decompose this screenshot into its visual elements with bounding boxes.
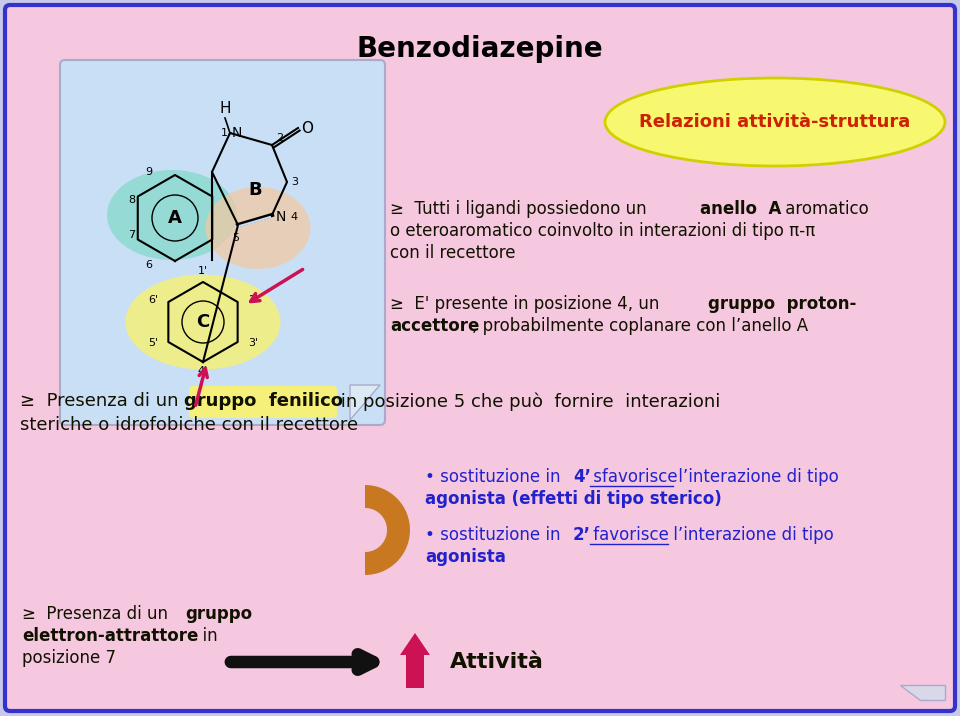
Text: A: A — [168, 209, 182, 227]
Text: Relazioni attività-struttura: Relazioni attività-struttura — [639, 113, 911, 131]
Text: l’interazione di tipo: l’interazione di tipo — [668, 526, 833, 544]
Text: gruppo: gruppo — [185, 605, 252, 623]
Text: ≥  E' presente in posizione 4, un: ≥ E' presente in posizione 4, un — [390, 295, 664, 313]
Ellipse shape — [605, 78, 945, 166]
Text: H: H — [219, 100, 230, 115]
Polygon shape — [900, 685, 945, 700]
Text: 4: 4 — [290, 212, 298, 222]
Text: steriche o idrofobiche con il recettore: steriche o idrofobiche con il recettore — [20, 416, 358, 434]
Text: 1': 1' — [198, 266, 208, 276]
Text: agonista: agonista — [425, 548, 506, 566]
Text: 5': 5' — [148, 338, 158, 348]
Text: con il recettore: con il recettore — [390, 244, 516, 262]
Text: N: N — [276, 210, 286, 224]
Text: l’interazione di tipo: l’interazione di tipo — [673, 468, 839, 486]
Text: O: O — [301, 120, 313, 135]
Text: 2': 2' — [248, 295, 258, 305]
Ellipse shape — [107, 170, 237, 260]
Text: 6: 6 — [145, 260, 152, 270]
Text: 5: 5 — [232, 233, 239, 243]
Text: 4': 4' — [198, 366, 208, 376]
Text: 7: 7 — [128, 230, 135, 240]
Text: gruppo  fenilico: gruppo fenilico — [183, 392, 343, 410]
Text: 1: 1 — [221, 128, 228, 138]
FancyArrow shape — [400, 633, 430, 688]
Text: aromatico: aromatico — [780, 200, 869, 218]
Text: B: B — [249, 181, 262, 199]
Text: 3': 3' — [248, 338, 258, 348]
Text: favorisce: favorisce — [588, 526, 669, 544]
Text: Benzodiazepine: Benzodiazepine — [357, 35, 603, 63]
Text: accettore: accettore — [390, 317, 479, 335]
Text: agonista (effetti di tipo sterico): agonista (effetti di tipo sterico) — [425, 490, 722, 508]
Text: Attività: Attività — [450, 652, 544, 672]
FancyBboxPatch shape — [5, 5, 955, 711]
Polygon shape — [350, 385, 380, 420]
Text: in: in — [192, 627, 218, 645]
Text: 9: 9 — [145, 167, 152, 177]
Text: • sostituzione in: • sostituzione in — [425, 468, 565, 486]
Text: sfavorisce: sfavorisce — [588, 468, 678, 486]
Text: 4’: 4’ — [573, 468, 591, 486]
Polygon shape — [365, 485, 410, 575]
Text: elettron-attrattore: elettron-attrattore — [22, 627, 199, 645]
Text: 2: 2 — [276, 133, 283, 143]
Text: ≥  Tutti i ligandi possiedono un: ≥ Tutti i ligandi possiedono un — [390, 200, 652, 218]
Text: 3: 3 — [291, 177, 298, 187]
Text: 8: 8 — [128, 195, 135, 205]
Text: o eteroaromatico coinvolto in interazioni di tipo π-π: o eteroaromatico coinvolto in interazion… — [390, 222, 815, 240]
Text: 6': 6' — [148, 295, 158, 305]
Text: , probabilmente coplanare con l’anello A: , probabilmente coplanare con l’anello A — [472, 317, 808, 335]
Text: N: N — [232, 126, 242, 140]
Text: 2’: 2’ — [573, 526, 591, 544]
FancyBboxPatch shape — [60, 60, 385, 425]
Text: C: C — [197, 313, 209, 331]
Ellipse shape — [205, 187, 310, 269]
Text: in posizione 5 che può  fornire  interazioni: in posizione 5 che può fornire interazio… — [335, 392, 720, 410]
Text: ≥  Presenza di un: ≥ Presenza di un — [20, 392, 184, 410]
FancyBboxPatch shape — [189, 386, 337, 418]
Text: posizione 7: posizione 7 — [22, 649, 116, 667]
Ellipse shape — [126, 274, 280, 369]
Text: • sostituzione in: • sostituzione in — [425, 526, 565, 544]
Text: gruppo  proton-: gruppo proton- — [708, 295, 856, 313]
Text: ≥  Presenza di un: ≥ Presenza di un — [22, 605, 173, 623]
Text: anello  A: anello A — [700, 200, 781, 218]
